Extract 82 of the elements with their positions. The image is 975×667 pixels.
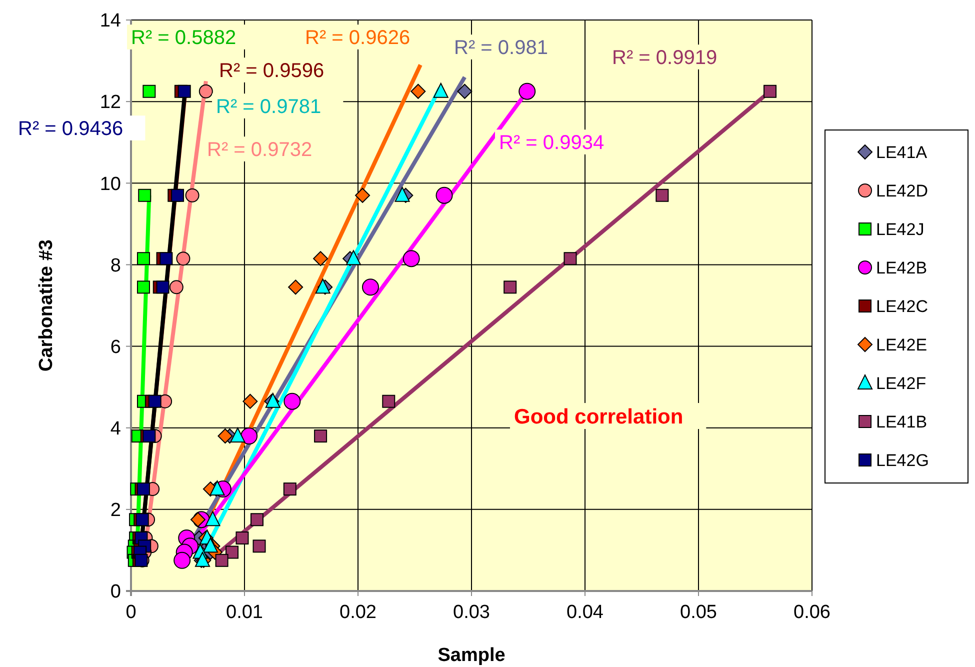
point (288, 280, 304, 295)
point (283, 482, 296, 496)
x-tick-label: 0.01 (226, 602, 263, 623)
legend-label: LE41B (876, 412, 928, 432)
annotation: R² = 0.9919 (612, 47, 718, 69)
point (160, 252, 173, 266)
legend-label: LE42C (876, 296, 928, 316)
point (176, 252, 190, 266)
point (136, 280, 150, 294)
y-tick-label: 8 (110, 255, 121, 276)
point (382, 394, 396, 408)
y-tick-label: 0 (110, 582, 121, 603)
x-axis-title: Sample (438, 645, 506, 666)
annotation: R² = 0.981 (454, 37, 548, 59)
point (205, 511, 220, 526)
point (436, 186, 453, 204)
point (156, 280, 170, 294)
point (504, 280, 517, 294)
annotation: R² = 0.9781 (216, 96, 322, 118)
point (236, 531, 249, 544)
point (433, 82, 448, 98)
annotation: Good correlation (514, 405, 684, 428)
y-tick-label: 2 (110, 500, 121, 522)
legend-label: LE42E (876, 335, 928, 354)
point (218, 428, 233, 444)
point (394, 186, 410, 202)
x-tick-label: 0.02 (340, 602, 376, 623)
point (174, 552, 191, 569)
legend-label: LE42G (876, 450, 929, 470)
legend-label: LE42F (876, 374, 926, 393)
x-tick-label: 0.05 (680, 602, 717, 623)
point (148, 394, 162, 408)
y-tick-label: 10 (100, 174, 121, 195)
point (313, 251, 328, 266)
point (764, 84, 777, 98)
point (185, 188, 200, 202)
point (656, 188, 669, 202)
y-tick-label: 4 (110, 418, 122, 440)
y-tick-label: 6 (110, 336, 121, 358)
legend-label: LE42J (876, 220, 924, 239)
annotation: R² = 0.5882 (131, 27, 236, 49)
point (226, 546, 239, 559)
point (171, 188, 184, 202)
legend-label: LE41A (876, 142, 928, 162)
point (346, 250, 361, 266)
x-tick-label: 0.06 (794, 602, 830, 623)
point (252, 540, 266, 553)
y-tick-label: 14 (100, 10, 122, 32)
point (410, 84, 426, 99)
point (230, 428, 246, 443)
point (178, 84, 191, 98)
x-tick-label: 0.04 (566, 602, 604, 623)
point (198, 84, 213, 98)
point (402, 250, 420, 268)
point (142, 84, 156, 98)
point (190, 512, 206, 528)
x-tick-label: 0 (126, 602, 136, 623)
point (284, 392, 301, 410)
point (355, 188, 370, 203)
point (564, 252, 577, 266)
point (138, 188, 152, 202)
y-axis-title: Carbonatite #3 (36, 240, 57, 372)
point (169, 280, 184, 294)
point (142, 430, 156, 443)
annotation: R² = 0.9732 (207, 139, 312, 161)
point (250, 513, 264, 526)
legend-label: LE42D (876, 181, 928, 200)
annotation: R² = 0.9934 (499, 132, 604, 154)
point (314, 430, 328, 443)
annotation: R² = 0.9596 (219, 60, 324, 82)
point (240, 428, 258, 445)
point (518, 82, 536, 100)
point (136, 252, 150, 266)
point (215, 554, 228, 567)
point (457, 84, 472, 99)
text: R² = 0.9436 (18, 118, 124, 140)
point (362, 278, 379, 296)
annotation: R² = 0.9626 (305, 27, 410, 49)
y-tick-label: 12 (100, 92, 121, 114)
point (242, 394, 258, 409)
x-tick-label: 0.03 (453, 602, 490, 623)
legend-label: LE42B (876, 258, 928, 278)
